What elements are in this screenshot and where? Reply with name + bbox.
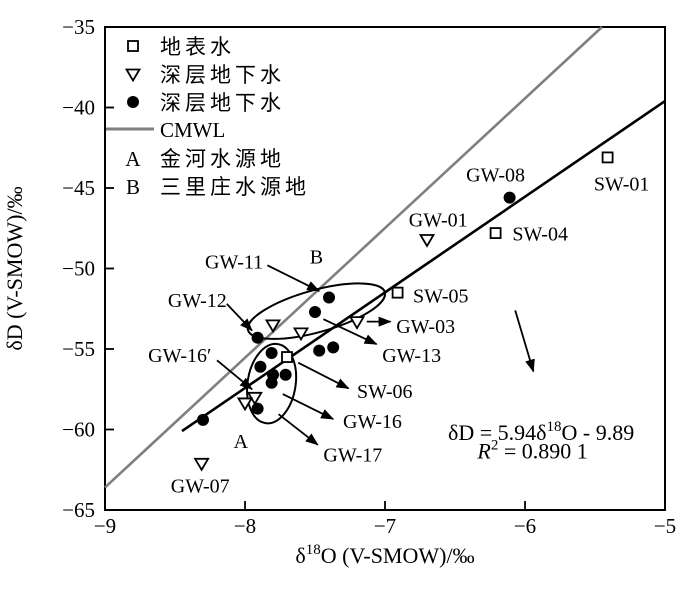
point-filled-circle-9 [279, 368, 292, 381]
point-GW-08 [503, 191, 516, 204]
open-triangle-icon [124, 68, 142, 83]
arrow-GW-16 [282, 393, 335, 420]
point-SW-05 [391, 286, 404, 299]
point-SW-01 [601, 151, 614, 164]
label-GW-01: GW-01 [409, 210, 468, 232]
point-GW-03 [348, 316, 366, 330]
cmwl-line [104, 26, 603, 489]
svg-text:δD = 5.94δ18O - 9.89: δD = 5.94δ18O - 9.89 [448, 419, 634, 445]
arrow-GW-16p [216, 359, 253, 390]
point-open-triangle-2 [264, 319, 282, 334]
label-B: B [310, 247, 323, 269]
y-tick-label: −60 [62, 418, 95, 442]
point-GW-13 [309, 305, 321, 318]
arrow-SW-06 [297, 361, 350, 390]
legend-item-B: B 三里庄水源地 [126, 175, 310, 199]
filled-circle-icon [127, 96, 139, 108]
arrow-GW-17 [278, 413, 319, 446]
legend-letter-B: B [126, 175, 140, 199]
open-square-icon [127, 40, 139, 52]
x-axis: −9 −8 −7 −6 −5 [94, 501, 676, 538]
y-tick-label: −55 [62, 337, 95, 361]
point-SW-04 [489, 227, 502, 239]
label-GW-08: GW-08 [466, 165, 525, 187]
point-GW-12 [251, 331, 264, 344]
data-points [193, 151, 614, 472]
legend-label: 深层地下水 [160, 91, 285, 115]
y-axis-title: δD (V-SMOW)/‰ [2, 186, 27, 350]
label-GW-16: GW-16 [343, 411, 402, 433]
label-GW-17: GW-17 [323, 445, 382, 467]
label-SW-06: SW-06 [357, 381, 413, 403]
legend-label: CMWL [160, 118, 225, 142]
point-SW-06 [281, 351, 293, 363]
label-SW-04: SW-04 [512, 223, 568, 245]
svg-text:R2 = 0.890 1: R2 = 0.890 1 [476, 437, 587, 463]
legend-letter-A: A [125, 147, 141, 171]
point-filled-circle-5 [327, 341, 340, 354]
label-GW-13: GW-13 [382, 345, 441, 367]
y-tick-label: −50 [62, 257, 95, 281]
label-SW-01: SW-01 [594, 173, 650, 195]
regression-line [181, 99, 666, 433]
point-filled-circle-10 [265, 376, 278, 389]
point-GW-01 [418, 234, 436, 248]
y-tick-label: −40 [62, 96, 95, 120]
label-GW-16p: GW-16′ [148, 345, 211, 367]
point-GW-16′ [236, 397, 254, 412]
x-tick-label: −7 [374, 514, 396, 538]
x-tick-label: −8 [234, 514, 256, 538]
arrow-GW-11 [266, 264, 321, 292]
label-GW-12: GW-12 [168, 290, 227, 312]
point-GW-11 [323, 291, 335, 304]
y-tick-label: −35 [62, 15, 95, 39]
point-filled-circle-12 [197, 413, 209, 426]
point-labels: GW-08 SW-01 GW-01 SW-04 SW-05 GW-11 B GW-12 GW-1… [148, 165, 649, 498]
point-filled-circle-6 [265, 347, 278, 360]
legend-item-open-square: 地表水 [127, 35, 235, 59]
y-axis: −35 −40 −45 −50 −55 −60 −65 [62, 15, 114, 522]
x-tick-label: −6 [514, 514, 536, 538]
label-GW-07: GW-07 [171, 475, 230, 497]
point-open-triangle-3 [292, 327, 310, 342]
legend-label: 三里庄水源地 [160, 175, 310, 199]
arrow-GW-13 [323, 318, 378, 345]
label-GW-11: GW-11 [205, 252, 263, 274]
trend-arrow [514, 310, 535, 373]
point-filled-circle-4 [313, 344, 326, 357]
label-A: A [234, 431, 249, 453]
legend-item-open-triangle: 深层地下水 [124, 63, 285, 87]
point-GW-07 [193, 457, 210, 472]
legend-label: 金河水源地 [160, 147, 285, 171]
label-SW-05: SW-05 [413, 285, 469, 307]
legend-item-A: A 金河水源地 [125, 147, 285, 171]
y-tick-label: −45 [62, 176, 95, 200]
x-tick-label: −5 [654, 514, 676, 538]
x-tick-label: −9 [94, 514, 116, 538]
y-tick-label: −65 [62, 498, 95, 522]
point-GW-17 [251, 402, 264, 415]
x-axis-title: δ18O (V-SMOW)/‰ [295, 542, 474, 568]
legend-item-filled-circle: 深层地下水 [127, 91, 285, 115]
point-filled-circle-7 [254, 360, 267, 373]
label-GW-03: GW-03 [396, 316, 455, 338]
legend-item-gray-line: CMWL [106, 118, 225, 142]
arrow-GW-12 [226, 303, 253, 332]
legend-label: 地表水 [160, 35, 235, 59]
legend-label: 深层地下水 [160, 63, 285, 87]
